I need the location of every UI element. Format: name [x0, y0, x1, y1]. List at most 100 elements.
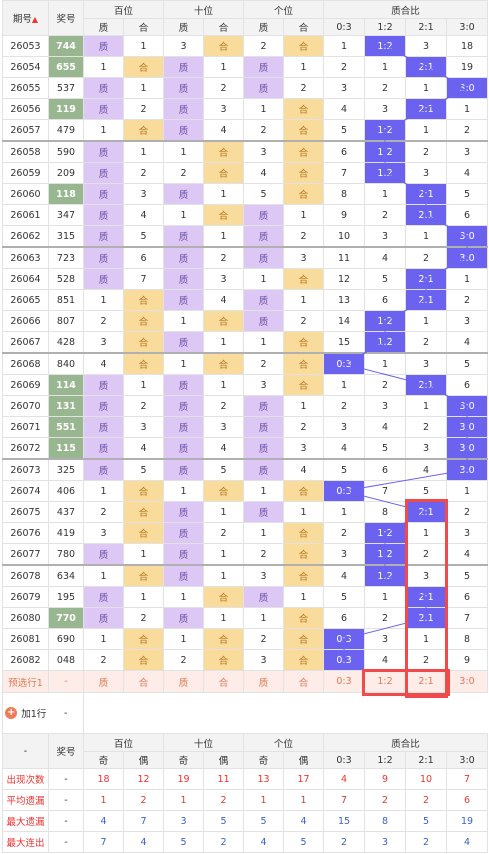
sort-icon[interactable]: ▲	[31, 15, 39, 24]
zhi-cell: 质	[163, 416, 205, 438]
ratio-hit-cell: 1:2	[364, 162, 407, 184]
miss-cell: 2	[203, 77, 245, 99]
sum-cell: 115	[48, 437, 84, 460]
issue-cell: 26074	[2, 480, 49, 502]
issue-cell: 26066	[2, 310, 49, 332]
ratio-miss-cell: 14	[323, 310, 366, 332]
stats-value: 2	[203, 831, 245, 853]
zhi-cell: 质	[243, 416, 285, 438]
stats-label: 最大连出	[2, 831, 49, 853]
miss-cell: 3	[243, 649, 285, 671]
zhi-cell: 质	[163, 246, 205, 269]
stats-sum: -	[48, 768, 84, 790]
add-row-cell[interactable]: + 加1行	[2, 692, 49, 734]
ratio-hit-cell: 3:0	[446, 77, 489, 99]
stats-value: 5	[163, 831, 205, 853]
ratio-miss-cell: 4	[323, 437, 366, 460]
stats-value: 4	[283, 810, 325, 832]
miss-cell: 3	[203, 416, 245, 438]
miss-cell: 2	[83, 649, 124, 671]
sum-cell: 131	[48, 395, 84, 417]
issue-cell: 26055	[2, 77, 49, 99]
zhi-cell: 质	[243, 586, 285, 608]
ratio-miss-cell: 2	[405, 140, 448, 163]
ratio-miss-cell: 3	[446, 310, 489, 332]
miss-cell: 3	[163, 35, 205, 57]
ratio-miss-cell: 6	[446, 374, 489, 396]
zhi-cell: 质	[163, 607, 205, 629]
sum-cell: 428	[48, 331, 84, 354]
sum-cell: 655	[48, 56, 84, 78]
miss-cell: 4	[203, 289, 245, 311]
stats-label: 最大遗漏	[2, 810, 49, 832]
group-header-bai: 百位	[82, 0, 165, 19]
stats-row: 出现次数 -18 12 19 11 13 17 4 9 10 7	[2, 768, 489, 790]
preselect-cell[interactable]: 质	[243, 670, 285, 693]
issue-cell: 26078	[2, 564, 49, 587]
issue-cell: 26076	[2, 522, 49, 544]
miss-cell: 1	[163, 628, 205, 650]
ratio-hit-cell: 3:0	[446, 395, 489, 417]
ratio-miss-cell: 3	[405, 564, 448, 587]
ratio-miss-cell: 2	[446, 289, 489, 311]
he-cell: 合	[203, 649, 245, 671]
preselect-cell[interactable]: 2:1	[405, 670, 448, 693]
preselect-cell[interactable]: 3:0	[446, 670, 489, 693]
issue-cell: 26056	[2, 98, 49, 120]
sum-cell: 419	[48, 522, 84, 544]
miss-cell: 3	[203, 98, 245, 120]
miss-cell: 3	[243, 564, 285, 587]
sum-cell: 723	[48, 246, 84, 269]
miss-cell: 1	[203, 225, 245, 248]
preselect-cell[interactable]: 合	[283, 670, 325, 693]
miss-cell: 1	[203, 543, 245, 566]
ratio-hit-cell: 3:0	[446, 458, 489, 481]
stats-value: 5	[243, 810, 285, 832]
ratio-hit-cell: 1:2	[364, 522, 407, 544]
miss-cell: 4	[122, 437, 165, 460]
ratio-miss-cell: 4	[323, 564, 366, 587]
he-cell: 合	[122, 310, 165, 332]
ratio-hit-cell: 3:0	[446, 416, 489, 438]
ratio-miss-cell: 2	[323, 522, 366, 544]
ratio-header: 0:3	[323, 18, 366, 36]
miss-cell: 1	[83, 119, 124, 142]
issue-header[interactable]: 期号▲	[2, 0, 49, 36]
sum-cell: 551	[48, 416, 84, 438]
he-cell: 合	[283, 352, 325, 375]
sum-cell: 590	[48, 140, 84, 163]
zhi-cell: 质	[163, 77, 205, 99]
preselect-cell[interactable]: 合	[122, 670, 165, 693]
miss-cell: 4	[122, 204, 165, 226]
miss-cell: 1	[163, 352, 205, 375]
ratio-miss-cell: 5	[446, 183, 489, 205]
table-row: 26063 723 质 6 质 2 质 3 11 4 2 3:0	[2, 246, 489, 269]
issue-cell: 26053	[2, 35, 49, 57]
preselect-cell[interactable]: 质	[163, 670, 205, 693]
miss-cell: 1	[243, 480, 285, 502]
add-row-button[interactable]: + 加1行	[5, 706, 46, 720]
miss-cell: 1	[83, 480, 124, 502]
sum-cell: 690	[48, 628, 84, 650]
sum-cell: 634	[48, 564, 84, 587]
preselect-cell[interactable]: 质	[83, 670, 124, 693]
zhi-cell: 质	[83, 225, 124, 248]
stats-value: 4	[83, 810, 124, 832]
zhi-cell: 质	[83, 374, 124, 396]
preselect-cell[interactable]: 0:3	[323, 670, 366, 693]
preselect-cell[interactable]: 1:2	[364, 670, 407, 693]
sum-cell: 325	[48, 458, 84, 481]
ratio-miss-cell: 1	[405, 77, 448, 99]
miss-cell: 1	[122, 586, 165, 608]
ratio-miss-cell: 1	[405, 225, 448, 248]
ratio-miss-cell: 2	[446, 501, 489, 523]
he-cell: 合	[283, 98, 325, 120]
preselect-row[interactable]: 预选行1 - 质 合 质 合 质 合 0:3 1:2 2:1 3:0	[2, 670, 489, 693]
miss-cell: 2	[283, 225, 325, 248]
add-row-dash: -	[48, 692, 84, 734]
zhi-cell: 质	[163, 56, 205, 78]
stats-value: 2	[364, 789, 407, 811]
preselect-cell[interactable]: 合	[203, 670, 245, 693]
preselect-label: 预选行1	[2, 670, 49, 693]
stats-value: 15	[323, 810, 366, 832]
